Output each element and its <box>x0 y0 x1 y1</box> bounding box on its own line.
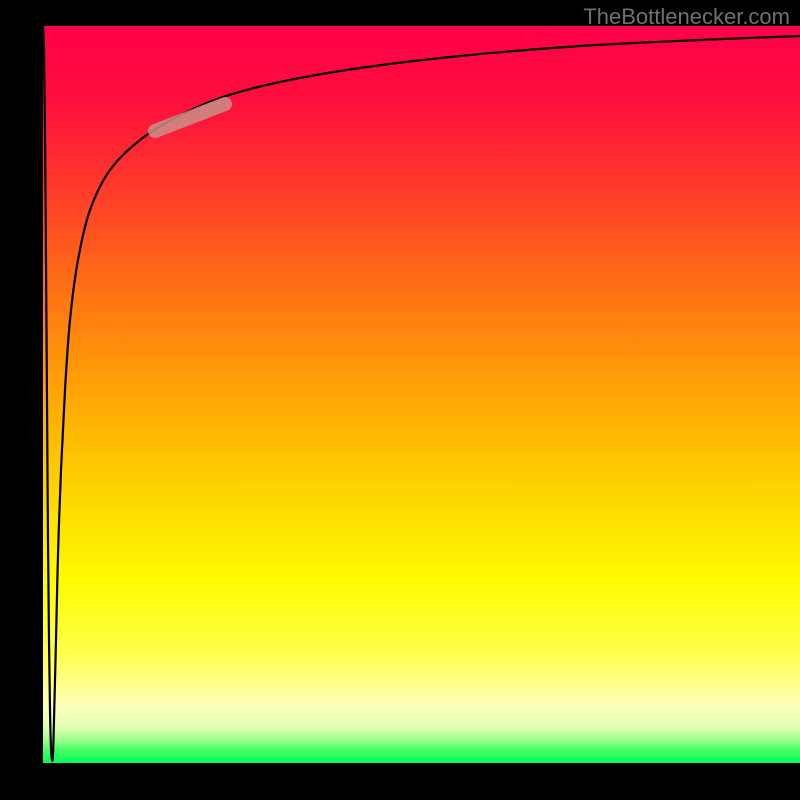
plot-area <box>43 26 800 763</box>
chart-svg <box>43 26 800 763</box>
chart-container: TheBottlenecker.com <box>0 0 800 800</box>
